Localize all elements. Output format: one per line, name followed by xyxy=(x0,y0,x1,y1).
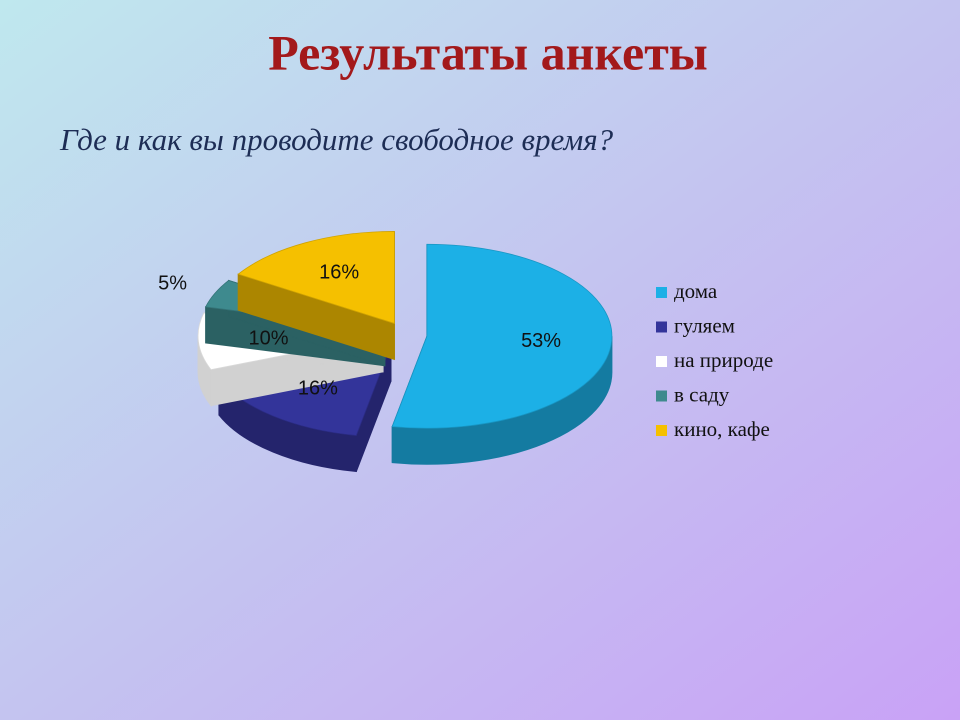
pie-slice xyxy=(391,243,613,465)
data-label: 16% xyxy=(298,377,338,399)
legend-swatch xyxy=(656,321,667,333)
legend-swatch xyxy=(656,390,667,402)
legend-label: в саду xyxy=(674,382,730,406)
legend-label: на природе xyxy=(674,348,773,372)
legend-label: гуляем xyxy=(674,313,735,337)
chart-subtitle: Где и как вы проводите свободное время? xyxy=(59,122,614,157)
legend-label: кино, кафе xyxy=(674,417,770,441)
data-label: 16% xyxy=(319,262,359,284)
legend-swatch xyxy=(656,425,667,436)
data-label: 53% xyxy=(521,330,561,352)
legend-label: дома xyxy=(674,279,718,303)
data-label: 5% xyxy=(158,272,187,294)
legend-swatch xyxy=(656,356,667,367)
slice-top xyxy=(237,231,395,324)
chart-title: Результаты анкеты xyxy=(268,24,708,80)
data-label: 10% xyxy=(249,328,289,350)
slice-top xyxy=(391,243,613,429)
legend-swatch xyxy=(656,287,667,298)
pie-slice xyxy=(237,231,395,361)
